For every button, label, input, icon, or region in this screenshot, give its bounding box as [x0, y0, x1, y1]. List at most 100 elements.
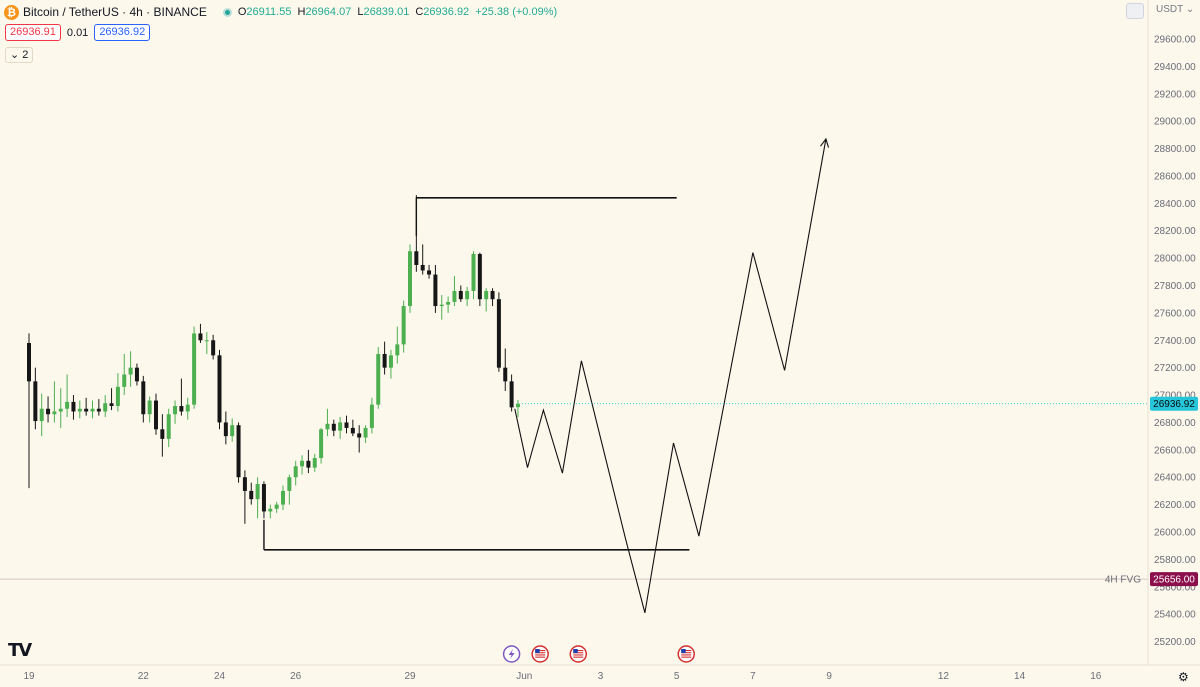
candle-body — [427, 270, 432, 275]
candle-body — [382, 353, 387, 368]
symbol-header[interactable]: ₿ Bitcoin / TetherUS · 4h · BINANCE O269… — [4, 3, 557, 21]
candle-body — [496, 299, 501, 368]
buy-price-button[interactable]: 26936.92 — [94, 24, 151, 41]
event-us-flag-icon[interactable] — [531, 645, 549, 663]
x-tick-label: 3 — [598, 671, 604, 682]
projection-arrowhead — [820, 137, 830, 148]
x-tick-label: 19 — [23, 671, 35, 682]
y-tick-label: 27400.00 — [1154, 336, 1196, 347]
candle-body — [173, 406, 178, 415]
candle-body — [439, 304, 444, 307]
candle-body — [471, 254, 476, 291]
flag-stripe — [573, 652, 584, 654]
flag-stripe — [681, 654, 692, 656]
candle-body — [503, 367, 508, 382]
candle-body — [357, 433, 362, 438]
candle-body — [242, 477, 247, 491]
fvg-price-tag — [1150, 572, 1198, 587]
event-us-flag-icon[interactable] — [569, 645, 588, 663]
event-us-flag-icon[interactable] — [677, 645, 695, 663]
open-label: O — [237, 6, 247, 18]
x-tick-label: 22 — [138, 671, 150, 682]
change-value: +25.38 (+0.09%) — [475, 6, 558, 18]
candle-body — [236, 425, 241, 478]
candle-body — [223, 422, 228, 437]
flag-stripe — [681, 650, 692, 652]
candle-body — [103, 403, 108, 412]
y-tick-label: 25200.00 — [1154, 637, 1196, 648]
candle-body — [166, 414, 171, 439]
x-tick-label: 12 — [938, 671, 950, 682]
candle-body — [115, 386, 120, 407]
last-price-tag — [1150, 396, 1198, 411]
candle-body — [230, 425, 235, 437]
candle-body — [338, 422, 343, 431]
x-tick-label: 7 — [750, 671, 756, 682]
high-value: 26964.07 — [305, 6, 352, 18]
open-value: 26911.55 — [246, 6, 292, 18]
candle-body — [147, 400, 152, 415]
candle-body — [293, 466, 298, 478]
flag-stripe — [573, 650, 584, 652]
y-tick-label: 26400.00 — [1154, 473, 1196, 484]
tradingview-logo[interactable]: TV — [8, 640, 32, 661]
candle-body — [160, 429, 165, 439]
low-value: 26839.01 — [363, 6, 410, 18]
candle-body — [515, 403, 520, 408]
symbol-title[interactable]: Bitcoin / TetherUS · 4h · BINANCE — [23, 5, 207, 19]
candle-body — [249, 490, 254, 500]
candle-body — [319, 429, 324, 459]
candle-body — [46, 408, 51, 415]
currency-selector[interactable]: USDT ⌄ — [1156, 4, 1195, 15]
candle-body — [509, 381, 514, 408]
candle-body — [414, 251, 419, 265]
candle-body — [58, 408, 63, 412]
lightning-glyph — [508, 649, 515, 659]
candle-body — [465, 290, 470, 300]
y-tick-label: 25600.00 — [1154, 582, 1196, 593]
y-tick-label: 28200.00 — [1154, 226, 1196, 237]
x-tick-label: 29 — [404, 671, 416, 682]
candle-body — [77, 408, 82, 412]
candle-body — [350, 427, 355, 434]
x-tick-label: 9 — [826, 671, 832, 682]
y-tick-label: 26000.00 — [1154, 528, 1196, 539]
y-tick-label: 27600.00 — [1154, 308, 1196, 319]
x-tick-label: 24 — [214, 671, 226, 682]
spread-value: 0.01 — [66, 26, 89, 39]
object-tree-button[interactable] — [1126, 3, 1144, 19]
candle-body — [344, 422, 349, 428]
candle-body — [312, 458, 317, 468]
flag-canton — [681, 649, 686, 653]
candle-body — [185, 404, 190, 412]
close-label: C — [415, 6, 424, 18]
candle-body — [420, 264, 425, 271]
low-label: L — [357, 6, 364, 18]
y-tick-label: 28400.00 — [1154, 199, 1196, 210]
candle-body — [287, 477, 292, 491]
indicators-toggle-button[interactable]: ⌄ 2 — [5, 47, 34, 63]
candle-body — [217, 355, 222, 423]
candle-body — [198, 333, 203, 341]
candle-body — [331, 423, 336, 431]
candle-body — [369, 404, 374, 428]
candle-body — [109, 403, 114, 407]
sell-price-button[interactable]: 26936.91 — [5, 24, 61, 41]
high-label: H — [297, 6, 306, 18]
x-tick-label: Jun — [516, 671, 532, 682]
candle-body — [211, 340, 216, 356]
candle-body — [90, 408, 95, 412]
candle-body — [128, 367, 133, 375]
candle-body — [388, 355, 393, 368]
ohlc-values: O26911.55 H26964.07 L26839.01 C26936.92 … — [238, 6, 557, 18]
candle-body — [274, 504, 279, 509]
projection-path[interactable] — [514, 138, 827, 613]
y-tick-label: 28800.00 — [1154, 144, 1196, 155]
flag-stripe — [573, 654, 584, 656]
candle-body — [477, 254, 482, 300]
candle-body — [433, 274, 438, 307]
candle-body — [281, 490, 285, 505]
settings-gear-icon[interactable]: ⚙ — [1178, 670, 1189, 684]
candle-body — [452, 290, 457, 302]
